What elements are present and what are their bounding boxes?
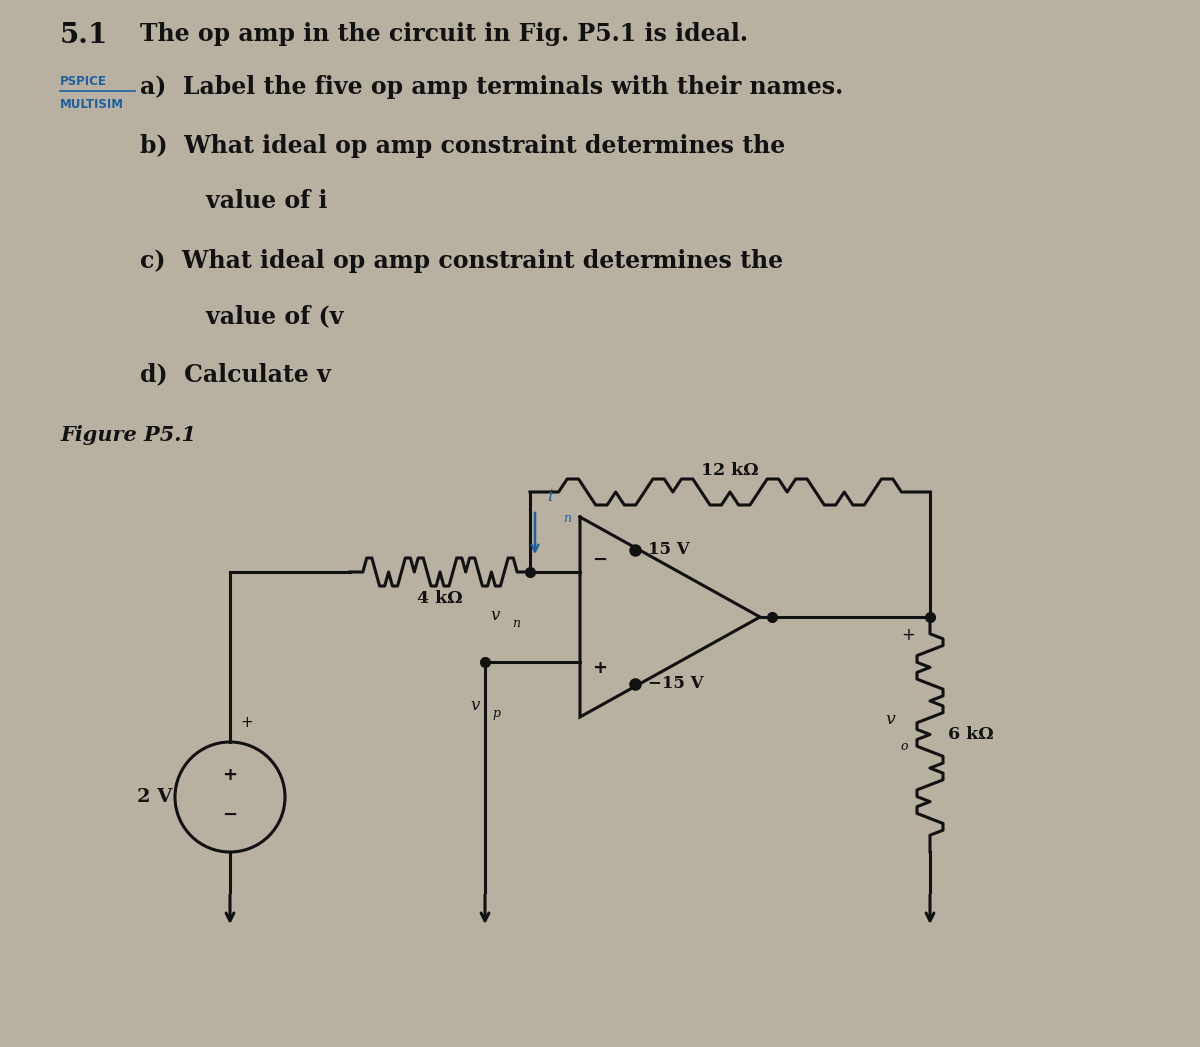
Text: 15 V: 15 V <box>648 541 690 558</box>
Text: a)  Label the five op amp terminals with their names.: a) Label the five op amp terminals with … <box>140 75 844 99</box>
Text: Figure P5.1: Figure P5.1 <box>60 425 196 445</box>
Text: The op amp in the circuit in Fig. P5.1 is ideal.: The op amp in the circuit in Fig. P5.1 i… <box>140 22 748 46</box>
Text: 5.1: 5.1 <box>60 22 108 49</box>
Text: p: p <box>492 707 500 720</box>
Text: PSPICE: PSPICE <box>60 75 107 88</box>
Text: b)  What ideal op amp constraint determines the: b) What ideal op amp constraint determin… <box>140 134 785 158</box>
Text: n: n <box>563 512 571 525</box>
Text: i: i <box>547 488 552 505</box>
Text: value of (v: value of (v <box>140 304 343 328</box>
Text: v: v <box>886 711 895 728</box>
Text: v: v <box>491 607 499 624</box>
Text: 6 kΩ: 6 kΩ <box>948 726 994 743</box>
Text: n: n <box>512 617 520 630</box>
Text: MULTISIM: MULTISIM <box>60 98 124 111</box>
Text: +: + <box>592 659 607 677</box>
Text: −: − <box>592 551 607 569</box>
Text: +: + <box>240 715 253 730</box>
Text: v: v <box>470 697 480 714</box>
Text: o: o <box>900 739 907 753</box>
Text: +: + <box>901 626 914 644</box>
Text: −: − <box>222 806 238 824</box>
Text: 4 kΩ: 4 kΩ <box>418 591 463 607</box>
Text: value of i: value of i <box>140 190 328 213</box>
Text: 2 V: 2 V <box>137 788 173 806</box>
Text: +: + <box>222 766 238 784</box>
Text: −15 V: −15 V <box>648 675 703 692</box>
Text: c)  What ideal op amp constraint determines the: c) What ideal op amp constraint determin… <box>140 249 784 273</box>
Text: 12 kΩ: 12 kΩ <box>701 462 758 478</box>
Text: d)  Calculate v: d) Calculate v <box>140 362 331 386</box>
